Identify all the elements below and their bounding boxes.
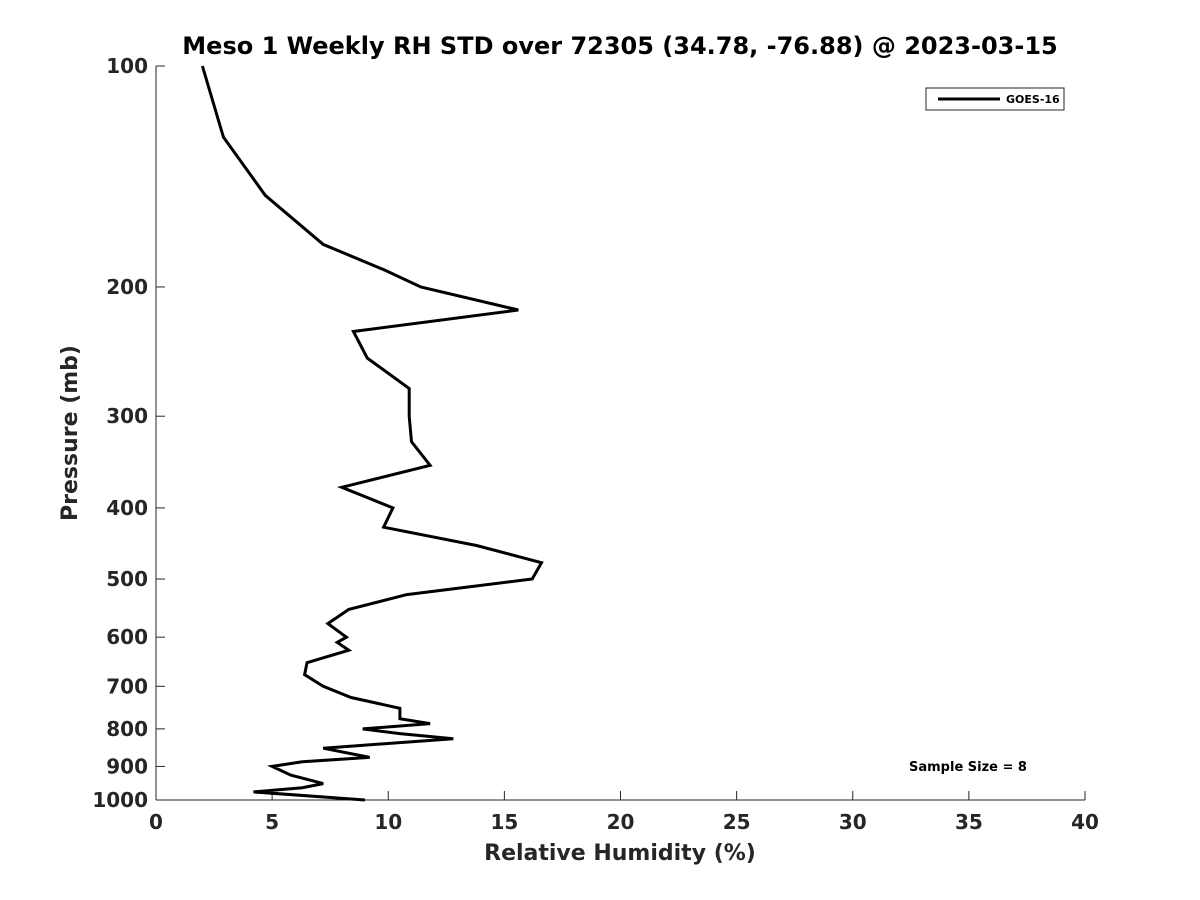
legend: GOES-16: [925, 87, 1065, 111]
x-tick-label: 20: [607, 810, 635, 834]
y-axis-label: Pressure (mb): [58, 345, 83, 521]
sample-size-annotation: Sample Size = 8: [909, 760, 1027, 775]
y-tick-label: 500: [106, 567, 148, 591]
x-tick-label: 30: [839, 810, 867, 834]
x-tick-label: 0: [149, 810, 163, 834]
x-axis-label: Relative Humidity (%): [484, 841, 756, 866]
x-tick-label: 40: [1071, 810, 1099, 834]
legend-label-goes-16: GOES-16: [1006, 93, 1060, 106]
x-tick-label: 35: [955, 810, 983, 834]
y-tick-label: 800: [106, 717, 148, 741]
x-tick-label: 15: [490, 810, 518, 834]
x-tick-label: 25: [723, 810, 751, 834]
y-axis-ticks: 100 200 300 400 500 600 700 800 900 1000: [92, 54, 165, 812]
series-line-goes-16: [200, 65, 544, 802]
series-layer: [200, 65, 544, 802]
y-tick-label: 400: [106, 496, 148, 520]
y-tick-label: 900: [106, 754, 148, 778]
x-axis-ticks: 0 5 10 15 20 25 30 35 40: [149, 791, 1099, 834]
y-tick-label: 700: [106, 674, 148, 698]
y-tick-label: 100: [106, 54, 148, 78]
y-tick-label: 300: [106, 404, 148, 428]
y-tick-label: 1000: [92, 788, 148, 812]
x-tick-label: 5: [265, 810, 279, 834]
x-tick-label: 10: [374, 810, 402, 834]
chart-title: Meso 1 Weekly RH STD over 72305 (34.78, …: [182, 32, 1057, 60]
y-tick-label: 200: [106, 275, 148, 299]
y-tick-label: 600: [106, 625, 148, 649]
